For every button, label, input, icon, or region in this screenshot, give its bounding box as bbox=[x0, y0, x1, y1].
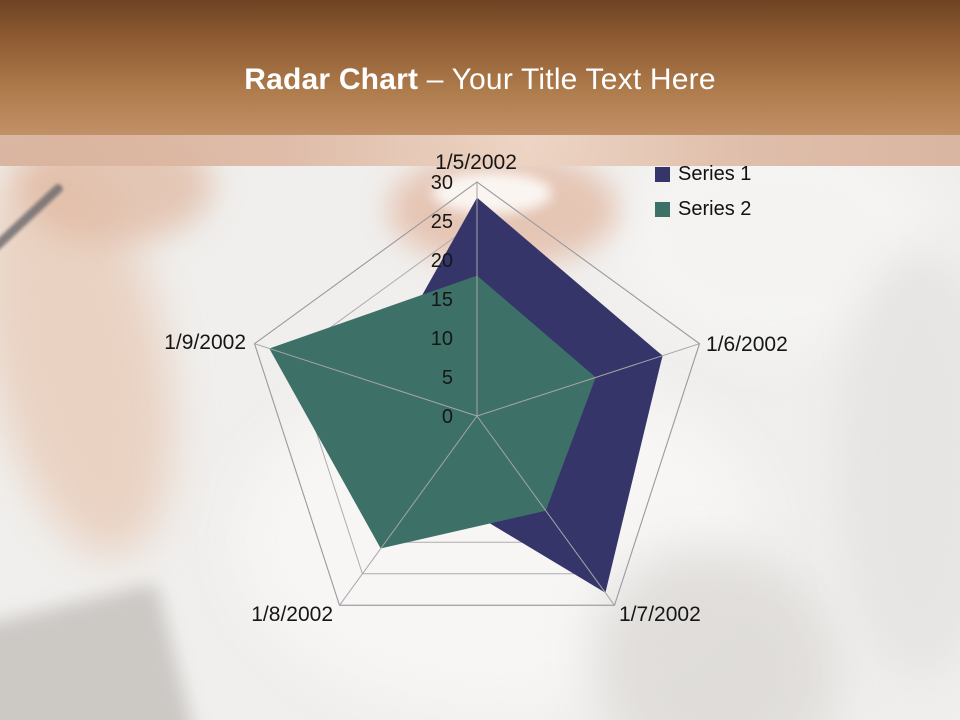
category-axis-label: 1/8/2002 bbox=[251, 603, 333, 626]
category-axis-label: 1/9/2002 bbox=[164, 331, 246, 354]
category-axis-label: 1/7/2002 bbox=[619, 603, 701, 626]
legend-label-series-1: Series 1 bbox=[678, 162, 752, 185]
value-axis-tick-label: 15 bbox=[431, 289, 453, 311]
chart-legend: Series 1 Series 2 bbox=[655, 163, 751, 233]
radar-spoke bbox=[476, 415, 615, 606]
radar-outline bbox=[253, 181, 701, 606]
value-axis-tick-label: 0 bbox=[442, 406, 453, 428]
radar-spoke bbox=[339, 415, 478, 606]
legend-swatch-series-2 bbox=[655, 201, 670, 217]
radar-spoke bbox=[254, 343, 478, 417]
slide-title[interactable]: Radar Chart – Your Title Text Here bbox=[0, 60, 960, 100]
legend-item-series-2: Series 2 bbox=[655, 198, 751, 220]
photo-face-band bbox=[0, 135, 960, 166]
category-axis-label: 1/6/2002 bbox=[706, 333, 788, 356]
photo-right-shade-blob bbox=[835, 250, 960, 680]
value-axis-tick-label: 20 bbox=[431, 250, 453, 272]
value-axis-tick-label: 25 bbox=[431, 211, 453, 233]
category-axis-label: 1/5/2002 bbox=[435, 151, 517, 174]
radar-spoke bbox=[476, 343, 700, 417]
legend-swatch-series-1 bbox=[655, 166, 670, 182]
slide-header: Radar Chart – Your Title Text Here bbox=[0, 0, 960, 135]
slide-title-bold: Radar Chart bbox=[244, 63, 419, 96]
legend-item-series-1: Series 1 bbox=[655, 163, 751, 185]
series-2-area bbox=[269, 275, 596, 549]
legend-label-series-2: Series 2 bbox=[678, 197, 752, 220]
value-axis-tick-label: 10 bbox=[431, 328, 453, 350]
value-axis-tick-label: 30 bbox=[431, 172, 453, 194]
value-axis-tick-label: 5 bbox=[442, 367, 453, 389]
slide-title-rest: – Your Title Text Here bbox=[426, 63, 716, 96]
